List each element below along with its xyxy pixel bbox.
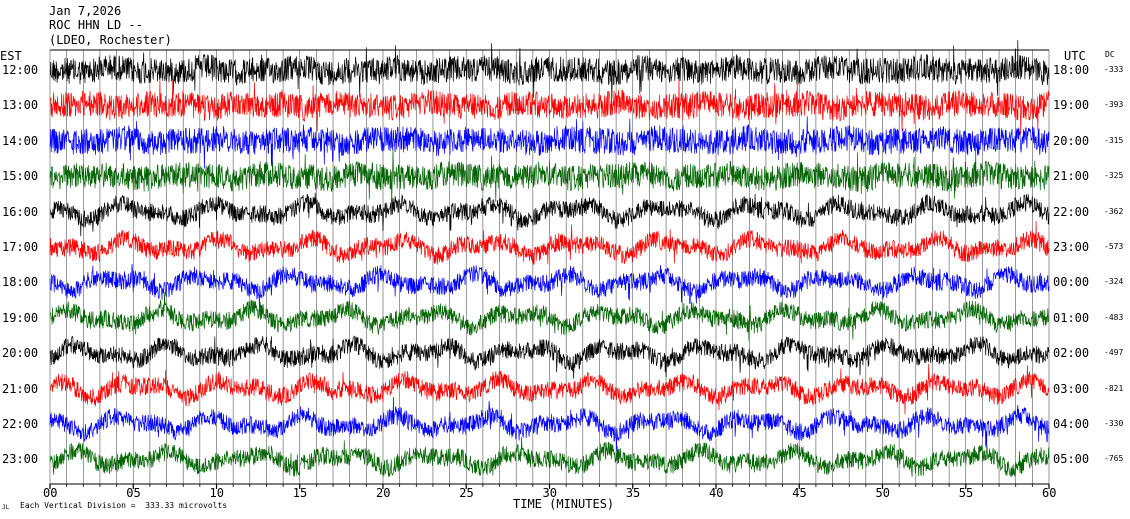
x-tick-label: 40 [709, 486, 724, 500]
trace-row-2000 [49, 335, 1050, 379]
trace-row-1400 [49, 116, 1050, 169]
dc-value: -765 [1104, 454, 1124, 464]
est-label: 16:00 [2, 204, 39, 219]
dc-value: -325 [1104, 171, 1124, 181]
dc-value: -333 [1104, 65, 1124, 74]
est-label: 21:00 [2, 381, 39, 396]
trace-row-1500 [49, 148, 1050, 203]
est-label: 13:00 [2, 98, 39, 113]
dc-value: -573 [1104, 242, 1124, 251]
minute-gridlines [49, 50, 1050, 484]
utc-label: 21:00 [1053, 169, 1090, 184]
utc-axis-label: UTC [1064, 49, 1086, 63]
dc-value: -330 [1104, 419, 1124, 428]
x-tick-label: 50 [875, 486, 890, 500]
utc-label: 04:00 [1053, 417, 1090, 431]
dc-value: -324 [1104, 277, 1124, 287]
corner-mark: JL [2, 504, 10, 511]
utc-label: 02:00 [1053, 346, 1090, 361]
est-label: 22:00 [2, 417, 39, 431]
x-tick-label: 05 [126, 486, 141, 500]
est-label: 20:00 [2, 346, 39, 361]
trace-row-2300 [49, 436, 1050, 477]
trace-row-1700 [49, 221, 1050, 265]
trace-row-1300 [49, 78, 1050, 135]
trace-row-1800 [49, 263, 1050, 309]
est-label: 12:00 [2, 63, 39, 77]
dc-value: -497 [1104, 348, 1124, 358]
utc-label: 22:00 [1053, 204, 1090, 219]
est-axis-label: EST [0, 49, 22, 63]
est-label: 23:00 [2, 452, 39, 467]
utc-label: 18:00 [1053, 63, 1090, 77]
trace-row-1900 [49, 292, 1050, 341]
utc-label: 23:00 [1053, 240, 1090, 254]
trace-row-1600 [49, 192, 1050, 237]
x-tick-label: 00 [43, 486, 58, 500]
x-tick-label: 60 [1042, 486, 1057, 500]
x-tick-label: 35 [625, 486, 641, 500]
header-date: Jan 7,2026 [49, 4, 122, 18]
est-label: 15:00 [2, 169, 39, 184]
x-axis-title: TIME (MINUTES) [513, 497, 615, 511]
trace-row-1200 [49, 40, 1050, 100]
est-label: 18:00 [2, 275, 39, 290]
x-tick-label: 15 [292, 486, 308, 500]
utc-label: 03:00 [1053, 381, 1090, 396]
dc-value: -315 [1104, 135, 1124, 145]
scale-note: Each Vertical Division = 333.33 microvol… [20, 501, 228, 510]
trace-row-2100 [49, 363, 1050, 415]
est-label: 17:00 [2, 240, 39, 254]
header-location: (LDEO, Rochester) [49, 33, 172, 47]
x-tick-label: 10 [209, 486, 224, 500]
est-label: 19:00 [2, 310, 39, 325]
utc-label: 05:00 [1053, 452, 1090, 467]
est-label: 14:00 [2, 133, 39, 148]
dc-value: -362 [1104, 206, 1124, 216]
utc-label: 00:00 [1053, 275, 1090, 290]
seismic-traces [49, 40, 1050, 477]
dc-value: -483 [1104, 312, 1124, 322]
x-tick-label: 30 [542, 486, 557, 500]
utc-label: 19:00 [1053, 98, 1090, 113]
utc-label: 20:00 [1053, 133, 1090, 148]
header-station: ROC HHN LD -- [49, 18, 143, 32]
x-tick-label: 55 [958, 486, 974, 500]
dc-value: -821 [1104, 383, 1124, 393]
dc-label: DC [1105, 50, 1115, 59]
x-tick-label: 45 [792, 486, 807, 500]
utc-label: 01:00 [1053, 310, 1090, 325]
trace-row-2200 [49, 396, 1050, 452]
dc-value: -393 [1104, 100, 1124, 110]
x-tick-label: 25 [459, 486, 474, 500]
x-tick-label: 20 [376, 486, 391, 500]
axes [49, 49, 1050, 489]
